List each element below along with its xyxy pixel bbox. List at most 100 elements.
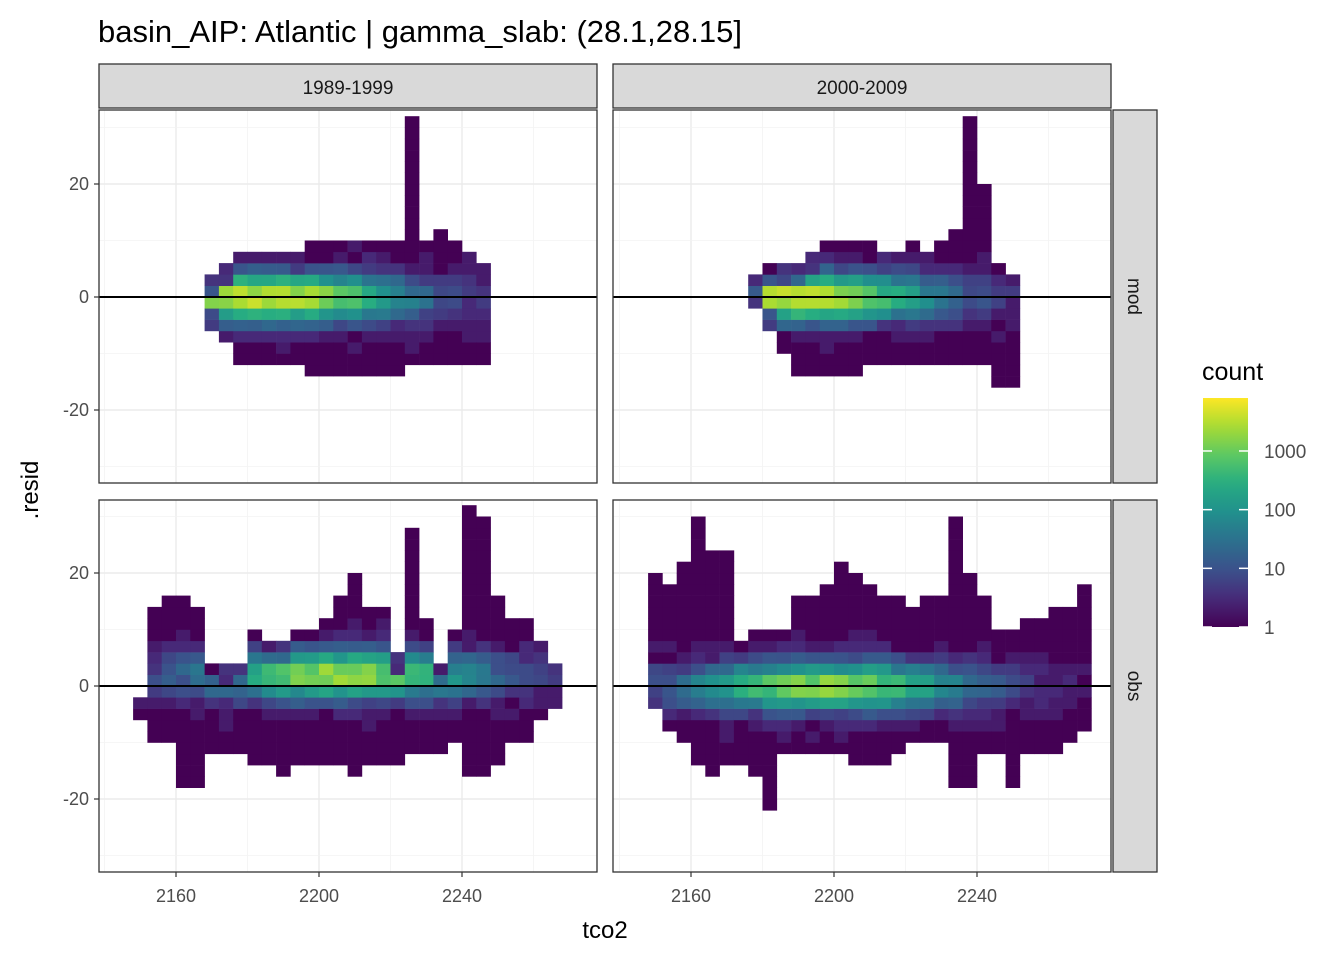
heatmap-bin (848, 686, 863, 698)
heatmap-bin (962, 150, 978, 162)
heatmap-bin (204, 674, 220, 687)
heatmap-bin (476, 629, 491, 642)
heatmap-bin (905, 330, 921, 343)
heatmap-bin (433, 330, 448, 343)
heatmap-bin (962, 353, 978, 366)
heatmap-bin (361, 263, 377, 275)
heatmap-bin (347, 618, 363, 630)
heatmap-bin (204, 297, 220, 309)
heatmap-bin (705, 708, 720, 721)
heatmap-bin (805, 731, 820, 743)
heatmap-bin (361, 708, 377, 721)
heatmap-bin (962, 618, 978, 630)
heatmap-bin (276, 731, 291, 743)
heatmap-bin (934, 674, 949, 687)
heatmap-bin (1005, 674, 1021, 687)
heatmap-bin (304, 652, 320, 664)
heatmap-bin (347, 263, 363, 275)
heatmap-bin (891, 697, 906, 709)
heatmap-bin (504, 697, 520, 709)
heatmap-bin (147, 719, 162, 732)
heatmap-bin (705, 697, 720, 709)
heatmap-bin (447, 731, 463, 743)
heatmap-bin (290, 274, 305, 286)
heatmap-bin (247, 663, 263, 675)
heatmap-bin (848, 251, 863, 264)
heatmap-bin (276, 765, 291, 777)
heatmap-bin (390, 674, 406, 687)
heatmap-bin (905, 629, 921, 642)
heatmap-bin (991, 285, 1006, 298)
heatmap-bin (447, 308, 463, 320)
heatmap-bin (834, 719, 849, 732)
heatmap-bin (462, 674, 477, 687)
heatmap-bin (1005, 342, 1021, 354)
heatmap-bin (347, 595, 363, 608)
heatmap-bin (834, 584, 849, 596)
heatmap-bin (433, 697, 448, 709)
heatmap-bin (404, 731, 420, 743)
heatmap-bin (891, 640, 906, 653)
heatmap-bin (876, 629, 892, 642)
heatmap-bin (1005, 353, 1021, 366)
heatmap-bin (762, 274, 778, 286)
heatmap-bin (176, 719, 191, 732)
heatmap-bin (962, 652, 978, 664)
heatmap-bin (347, 719, 363, 732)
heatmap-bin (719, 573, 735, 585)
heatmap-bin (247, 297, 263, 309)
heatmap-bin (748, 629, 763, 642)
heatmap-bin (462, 353, 477, 366)
heatmap-bin (404, 573, 420, 585)
heatmap-bin (490, 742, 506, 755)
heatmap-bin (905, 342, 921, 354)
heatmap-bin (819, 584, 835, 596)
heatmap-bin (948, 652, 963, 664)
heatmap-bins (133, 505, 563, 788)
heatmap-bin (977, 629, 992, 642)
heatmap-bin (819, 263, 835, 275)
heatmap-bin (848, 240, 863, 253)
heatmap-bin (848, 319, 863, 332)
heatmap-bin (705, 686, 720, 698)
heatmap-bin (962, 217, 978, 230)
heatmap-bin (676, 674, 692, 687)
heatmap-bin (991, 364, 1006, 377)
heatmap-bin (862, 342, 878, 354)
heatmap-bin (419, 251, 434, 264)
heatmap-bin (948, 561, 963, 574)
heatmap-bin (290, 652, 305, 664)
heatmap-bin (905, 697, 921, 709)
heatmap-bin (319, 353, 334, 366)
heatmap-bin (1005, 274, 1021, 286)
heatmap-bin (404, 674, 420, 687)
heatmap-bin (276, 686, 291, 698)
heatmap-bin (462, 505, 477, 517)
heatmap-bin (776, 652, 792, 664)
heatmap-bin (261, 274, 277, 286)
heatmap-bin (791, 708, 806, 721)
heatmap-bin (447, 674, 463, 687)
heatmap-bin (319, 342, 334, 354)
heatmap-bin (776, 330, 792, 343)
heatmap-bin (962, 172, 978, 185)
heatmap-bin (304, 731, 320, 743)
heatmap-bin (919, 595, 935, 608)
heatmap-bin (333, 308, 348, 320)
heatmap-bin (762, 640, 778, 653)
heatmap-bin (934, 731, 949, 743)
heatmap-bin (390, 285, 406, 298)
heatmap-bin (733, 686, 749, 698)
heatmap-bin (862, 251, 878, 264)
heatmap-bin (276, 742, 291, 755)
heatmap-bin (276, 674, 291, 687)
heatmap-bin (762, 319, 778, 332)
heatmap-bin (948, 330, 963, 343)
heatmap-bin (333, 319, 348, 332)
heatmap-bin (462, 274, 477, 286)
heatmap-bin (1062, 652, 1078, 664)
heatmap-bin (247, 753, 263, 766)
heatmap-bin (261, 742, 277, 755)
heatmap-bin (404, 251, 420, 264)
heatmap-bin (276, 697, 291, 709)
